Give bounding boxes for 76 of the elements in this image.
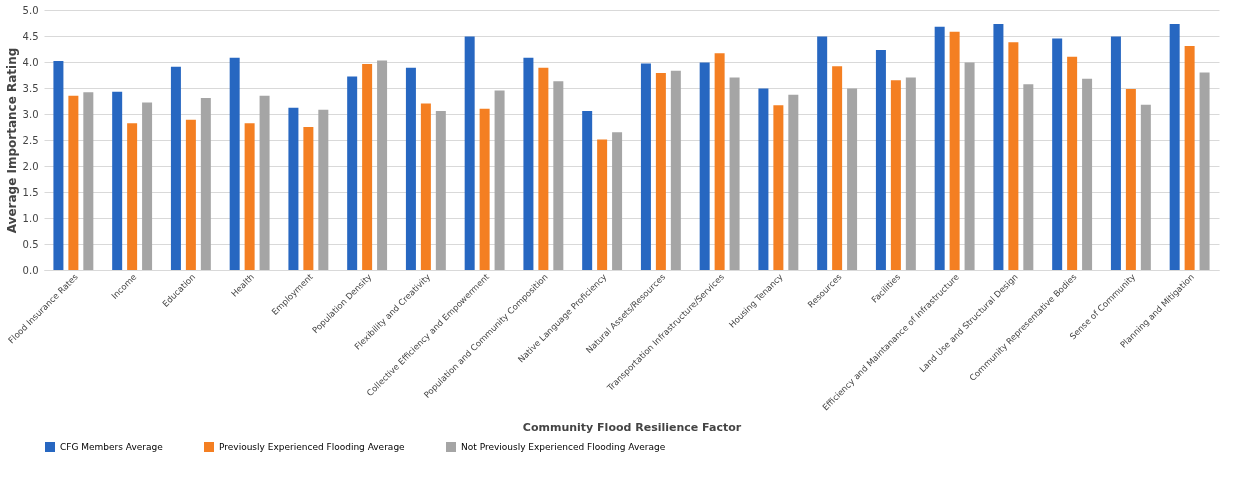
y-tick-label: 2.0	[22, 160, 39, 172]
bar	[523, 57, 534, 270]
bar	[318, 109, 329, 270]
bar	[640, 63, 651, 270]
bar	[597, 139, 608, 270]
bar	[200, 97, 211, 270]
bar	[847, 88, 858, 270]
bar	[817, 36, 828, 270]
legend-label: CFG Members Average	[60, 442, 164, 452]
bar	[1169, 24, 1180, 270]
bar	[670, 70, 681, 270]
bar	[1199, 72, 1210, 270]
y-tick-label: 1.0	[22, 212, 39, 224]
bar	[1184, 45, 1195, 270]
bar	[377, 60, 388, 270]
bar	[905, 77, 916, 270]
y-tick-label: 4.5	[22, 30, 39, 42]
bar	[288, 107, 299, 270]
bar	[1125, 89, 1136, 270]
y-axis-title: Average Importance Rating	[4, 47, 19, 234]
y-tick-label: 5.0	[22, 4, 39, 16]
y-tick-label: 4.0	[22, 56, 39, 68]
y-tick-label: 1.5	[22, 186, 39, 198]
bar	[362, 64, 373, 270]
bar	[612, 132, 623, 270]
y-tick-label: 0.0	[22, 264, 39, 276]
bar	[127, 123, 138, 270]
bar	[229, 57, 240, 270]
bar	[758, 88, 769, 270]
bar	[875, 50, 886, 270]
bar	[244, 123, 255, 270]
bar	[53, 60, 64, 270]
bar	[405, 67, 416, 270]
bar	[890, 80, 901, 270]
bar	[993, 24, 1004, 270]
bar	[1067, 56, 1078, 270]
y-tick-label: 2.5	[22, 134, 39, 146]
bar	[1110, 36, 1121, 270]
bar	[83, 92, 94, 270]
bar	[303, 127, 314, 270]
bar	[934, 26, 945, 270]
bar	[347, 76, 358, 270]
bar	[420, 103, 431, 270]
bar	[699, 62, 710, 270]
y-tick-label: 3.0	[22, 108, 39, 120]
bar	[494, 90, 505, 270]
bar	[464, 36, 475, 270]
bar	[142, 102, 153, 270]
bar	[185, 119, 196, 270]
bar	[479, 108, 490, 270]
bar	[832, 66, 843, 270]
bar	[949, 31, 960, 270]
bar	[773, 105, 784, 270]
bar	[553, 81, 564, 270]
y-tick-label: 0.5	[22, 238, 39, 250]
bar	[788, 94, 799, 270]
bar	[1140, 104, 1151, 270]
bar	[1008, 42, 1019, 270]
bar	[1023, 84, 1034, 270]
bar	[1052, 38, 1063, 270]
bar	[655, 72, 666, 270]
legend-label: Not Previously Experienced Flooding Average	[461, 442, 666, 452]
bar	[538, 67, 549, 270]
bar	[170, 66, 181, 270]
bar	[68, 95, 79, 270]
bar	[1082, 78, 1093, 270]
bar	[964, 62, 975, 270]
bar	[259, 95, 270, 270]
legend-label: Previously Experienced Flooding Average	[219, 442, 406, 452]
bar	[582, 110, 593, 270]
y-tick-label: 3.5	[22, 82, 39, 94]
bar	[729, 77, 740, 270]
bar	[112, 91, 123, 270]
x-axis-title: Community Flood Resilience Factor	[522, 421, 742, 435]
bar	[435, 110, 446, 270]
bar	[714, 53, 725, 270]
